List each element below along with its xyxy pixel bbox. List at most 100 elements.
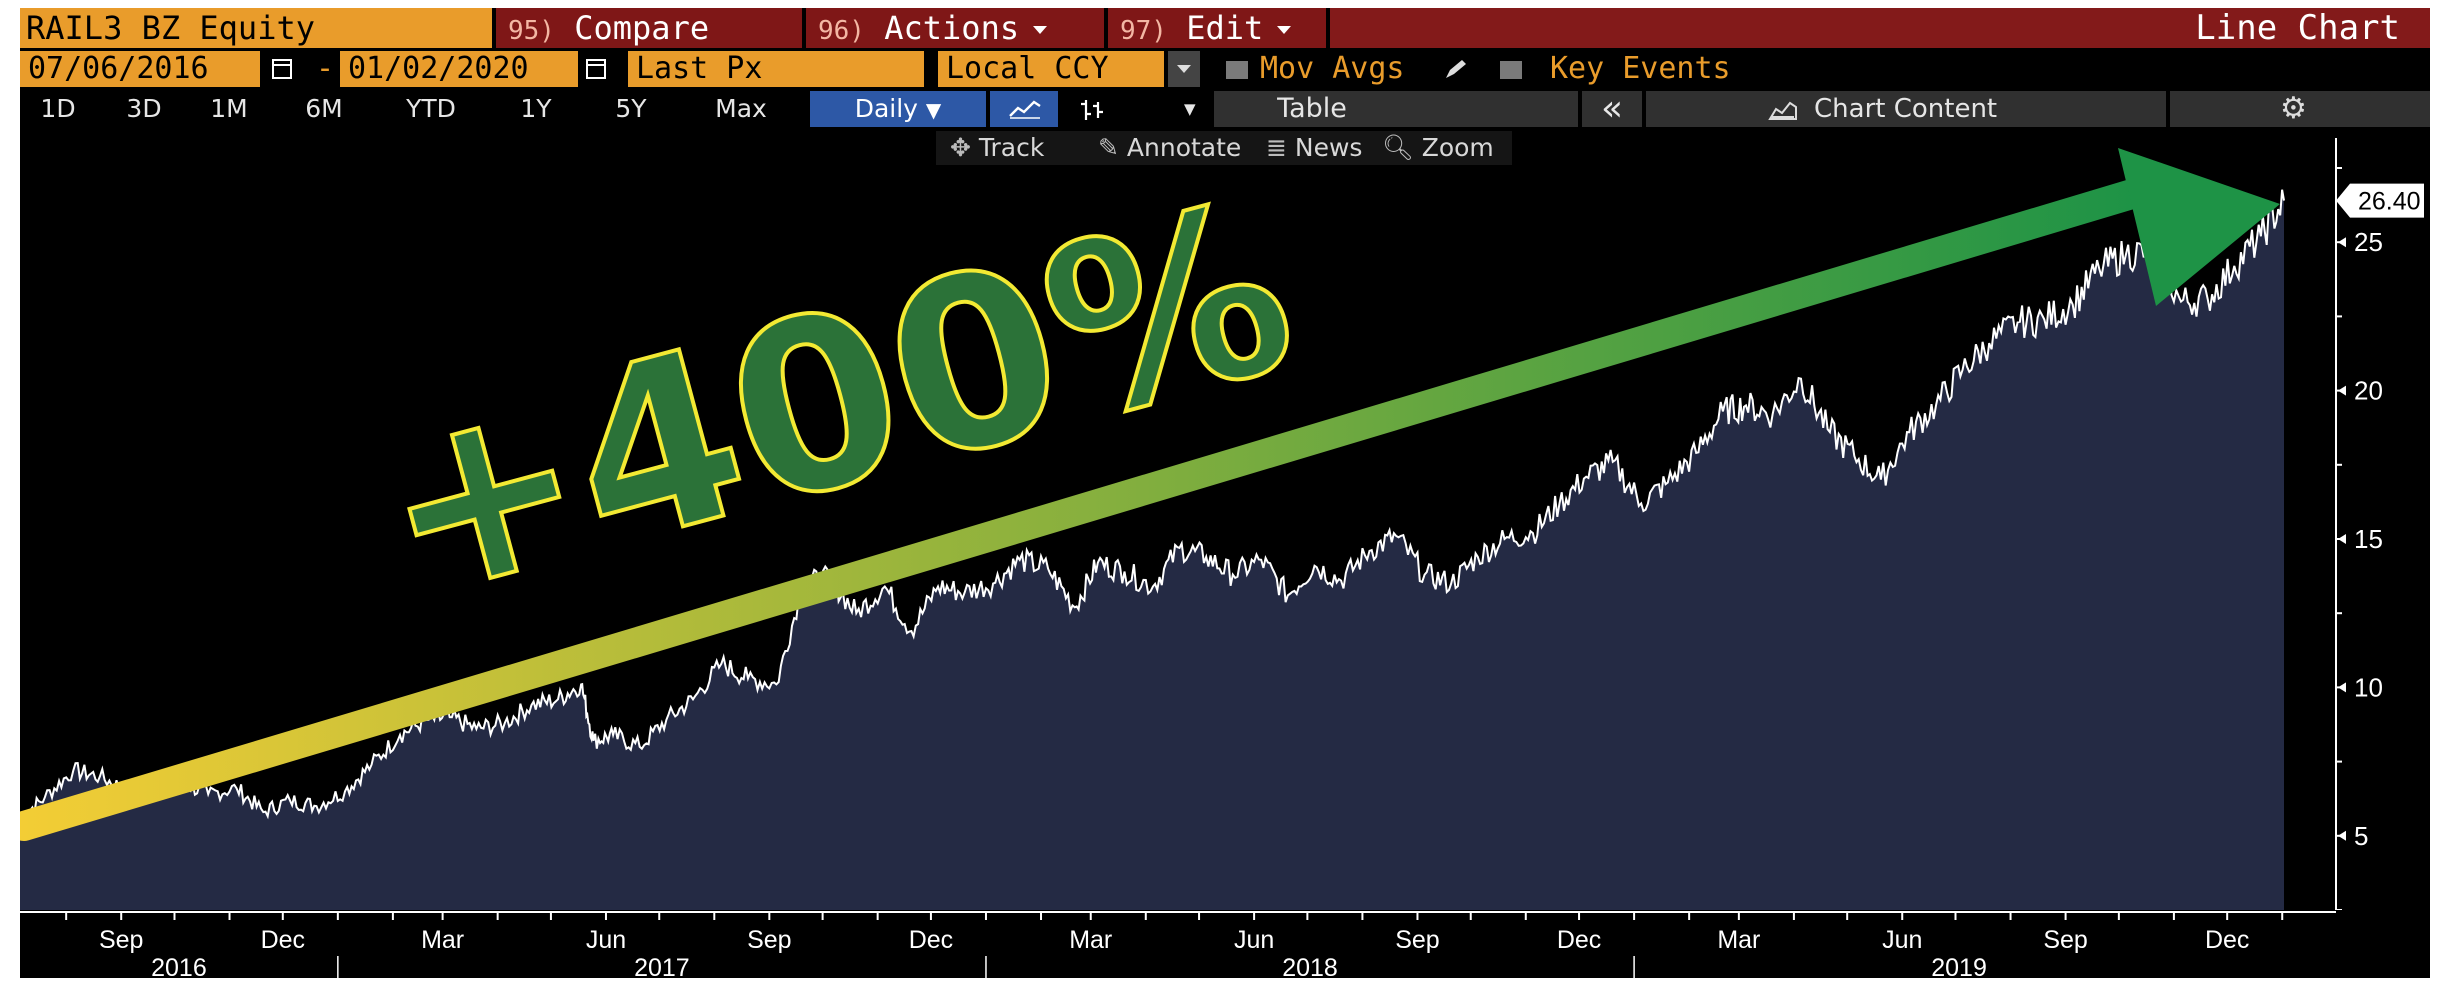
- gear-icon: ⚙: [2280, 91, 2307, 126]
- ticker-field[interactable]: RAIL3 BZ Equity: [20, 8, 492, 48]
- edit-button[interactable]: 97) Edit: [1108, 8, 1326, 48]
- zoom-tool[interactable]: 🔍︎ Zoom: [1382, 131, 1494, 165]
- currency-dropdown-button[interactable]: [1168, 51, 1200, 87]
- timeframe-6m[interactable]: 6M: [305, 94, 343, 123]
- track-label: Track: [978, 133, 1045, 162]
- edit-number: 97): [1120, 16, 1167, 46]
- toolbar-spacer: [1410, 91, 1578, 127]
- chevron-down-icon: [1033, 26, 1048, 34]
- area-chart-icon: [1768, 101, 1797, 120]
- x-year-label: 2019: [1931, 954, 1987, 978]
- end-date-field[interactable]: 01/02/2020: [340, 51, 578, 87]
- x-month-label: Dec: [2205, 926, 2249, 954]
- chevron-down-icon: ▼: [925, 98, 942, 122]
- currency-selector[interactable]: Local CCY: [938, 51, 1164, 87]
- mov-avgs-checkbox[interactable]: [1226, 61, 1248, 79]
- timeframe-3d[interactable]: 3D: [126, 94, 162, 123]
- chevron-down-icon: [1277, 26, 1292, 34]
- track-tool[interactable]: ✥ Track: [950, 131, 1044, 165]
- field-selector[interactable]: Last Px: [628, 51, 924, 87]
- y-tick-pointer: [2338, 385, 2346, 396]
- y-tick-pointer: [2338, 534, 2346, 544]
- x-year-label: 2016: [151, 954, 207, 978]
- frequency-label: Daily: [854, 94, 918, 123]
- mov-avgs-label[interactable]: Mov Avgs: [1260, 51, 1405, 86]
- annotate-tool[interactable]: ✎ Annotate: [1098, 131, 1241, 165]
- timeframe-bar: 1D 3D 1M 6M YTD 1Y 5Y Max: [20, 91, 1210, 127]
- x-month-label: Sep: [2043, 926, 2087, 954]
- y-tick-label: 15: [2354, 524, 2383, 554]
- chevron-down-icon: ▼: [1184, 100, 1196, 118]
- start-date-field[interactable]: 07/06/2016: [20, 51, 260, 87]
- chart-content-button[interactable]: Chart Content: [1646, 91, 2166, 127]
- key-events-label[interactable]: Key Events: [1550, 51, 1731, 86]
- x-month-label: Dec: [909, 926, 953, 954]
- x-month-label: Dec: [261, 926, 305, 954]
- chart-tool-strip: ✥ Track ✎ Annotate ≣ News 🔍︎ Zoom: [936, 131, 1512, 165]
- bar-chart-mode-button[interactable]: [1064, 91, 1124, 127]
- actions-label: Actions: [884, 9, 1020, 47]
- x-year-label: 2018: [1282, 954, 1338, 978]
- y-tick-label: 5: [2354, 821, 2368, 851]
- y-tick-label: 25: [2354, 227, 2383, 257]
- x-month-label: Sep: [1395, 926, 1439, 954]
- last-price-tag: [2336, 183, 2424, 218]
- bloomberg-chart-window: RAIL3 BZ Equity 95) Compare 96) Actions …: [20, 8, 2430, 978]
- calendar-icon[interactable]: [586, 59, 606, 79]
- x-month-label: Jun: [1882, 926, 1922, 954]
- x-month-label: Mar: [421, 926, 464, 954]
- growth-percentage-label: +400%: [351, 149, 1317, 655]
- timeframe-1y[interactable]: 1Y: [520, 94, 552, 123]
- edit-label: Edit: [1186, 9, 1264, 47]
- line-chart-mode-button[interactable]: [990, 91, 1058, 127]
- x-axis-band: [20, 910, 2430, 978]
- y-tick-pointer: [2338, 682, 2346, 693]
- x-month-label: Dec: [1557, 926, 1601, 954]
- timeframe-ytd[interactable]: YTD: [406, 94, 456, 123]
- magnifier-icon: 🔍︎: [1382, 133, 1414, 162]
- actions-number: 96): [818, 16, 865, 46]
- y-tick-label: 20: [2354, 376, 2383, 406]
- x-year-label: 2017: [634, 954, 690, 978]
- x-month-label: Jun: [1234, 926, 1274, 954]
- table-button[interactable]: Table: [1214, 91, 1410, 127]
- x-month-label: Sep: [99, 926, 143, 954]
- actions-button[interactable]: 96) Actions: [806, 8, 1104, 48]
- x-month-label: Jun: [586, 926, 626, 954]
- timeframe-max[interactable]: Max: [715, 94, 767, 123]
- chart-type-title: Line Chart: [1330, 8, 2430, 48]
- price-area-fill: [20, 189, 2284, 910]
- news-icon: ≣: [1266, 133, 1287, 162]
- growth-arrow-head: [2118, 148, 2280, 306]
- timeframe-1d[interactable]: 1D: [40, 94, 76, 123]
- compare-label: Compare: [574, 9, 710, 47]
- news-label: News: [1294, 133, 1363, 162]
- zoom-label: Zoom: [1421, 133, 1494, 162]
- chart-mode-dropdown[interactable]: ▼: [1170, 91, 1210, 127]
- date-range-separator: -: [316, 51, 335, 86]
- chart-content-label: Chart Content: [1814, 94, 1998, 124]
- y-tick-pointer: [2338, 830, 2346, 841]
- timeframe-5y[interactable]: 5Y: [615, 94, 647, 123]
- pencil-icon: ✎: [1098, 133, 1119, 162]
- growth-arrow-shaft: [20, 179, 2147, 841]
- calendar-icon[interactable]: [272, 59, 292, 79]
- crosshair-icon: ✥: [950, 133, 971, 162]
- x-month-label: Mar: [1069, 926, 1112, 954]
- collapse-toolbar-button[interactable]: «: [1582, 91, 1642, 127]
- news-tool[interactable]: ≣ News: [1266, 131, 1362, 165]
- compare-number: 95): [508, 16, 555, 46]
- timeframe-1m[interactable]: 1M: [210, 94, 248, 123]
- pencil-icon[interactable]: [1444, 58, 1468, 80]
- key-events-checkbox[interactable]: [1500, 61, 1522, 79]
- x-month-label: Mar: [1717, 926, 1760, 954]
- frequency-selector[interactable]: Daily ▼: [810, 91, 986, 127]
- settings-button[interactable]: ⚙: [2170, 91, 2430, 127]
- compare-button[interactable]: 95) Compare: [496, 8, 802, 48]
- price-line: [20, 189, 2285, 822]
- y-tick-label: 10: [2354, 672, 2383, 702]
- last-price-value: 26.40: [2358, 188, 2421, 216]
- line-chart-icon: [1009, 100, 1041, 119]
- y-tick-pointer: [2338, 237, 2346, 248]
- annotate-label: Annotate: [1126, 133, 1242, 162]
